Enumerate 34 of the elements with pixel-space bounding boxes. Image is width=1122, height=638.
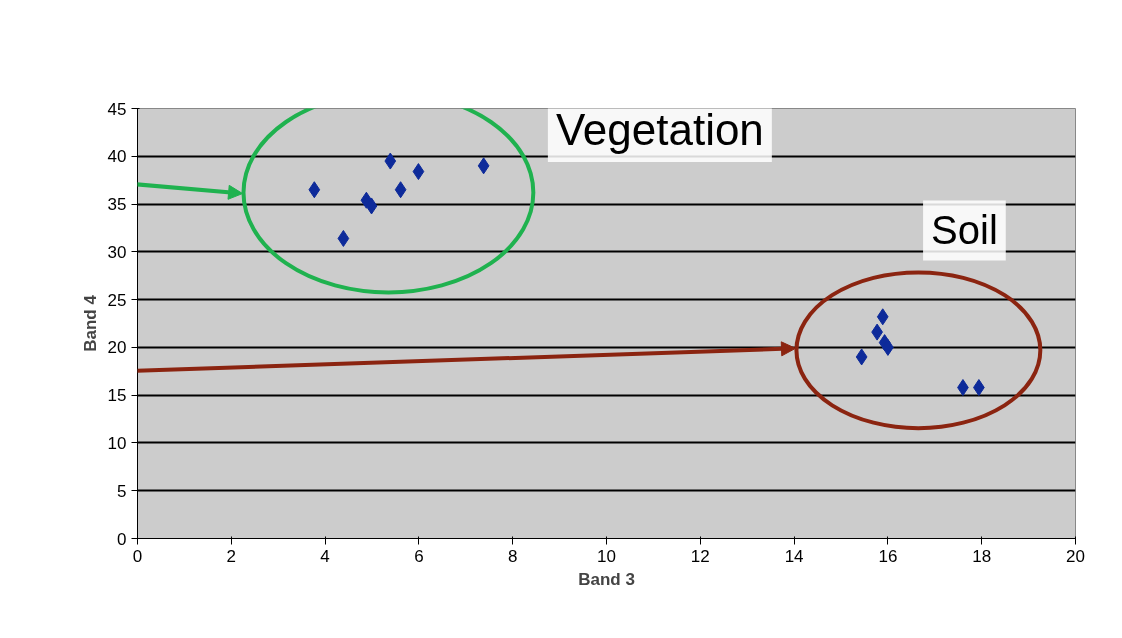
point	[365, 197, 378, 215]
x-axis-title: Band 3	[578, 569, 635, 589]
point	[394, 181, 407, 199]
x-tick-label: 14	[784, 546, 804, 566]
point	[337, 229, 350, 247]
y-tick-label: 40	[107, 147, 127, 167]
x-tick-label: 8	[507, 546, 518, 566]
y-tick-label: 25	[107, 290, 127, 310]
y-tick-label: 45	[107, 99, 127, 119]
x-tick-label: 6	[414, 546, 424, 566]
point	[412, 163, 425, 181]
point	[477, 157, 490, 175]
y-tick-label: 35	[107, 195, 127, 215]
point	[308, 181, 321, 199]
y-tick-label: 0	[117, 529, 127, 549]
x-tick-label: 16	[878, 546, 898, 566]
annotation: Soil	[931, 208, 998, 253]
point	[876, 308, 889, 326]
x-tick-label: 12	[690, 546, 710, 566]
x-tick-label: 4	[320, 546, 330, 566]
point	[855, 348, 868, 366]
y-tick-label: 10	[107, 433, 127, 453]
y-axis-title: Band 4	[80, 294, 100, 352]
y-tick-label: 15	[107, 386, 127, 406]
x-tick-label: 0	[132, 546, 143, 566]
y-tick-label: 5	[117, 481, 127, 501]
y-tick-label: 20	[107, 338, 127, 358]
x-tick-label: 18	[972, 546, 992, 566]
x-tick-label: 2	[226, 546, 237, 566]
x-tick-label: 20	[1066, 546, 1085, 566]
annotation: Vegetation	[555, 105, 764, 155]
x-tick-label: 10	[597, 546, 616, 566]
point	[384, 152, 397, 170]
y-tick-label: 30	[107, 242, 127, 262]
